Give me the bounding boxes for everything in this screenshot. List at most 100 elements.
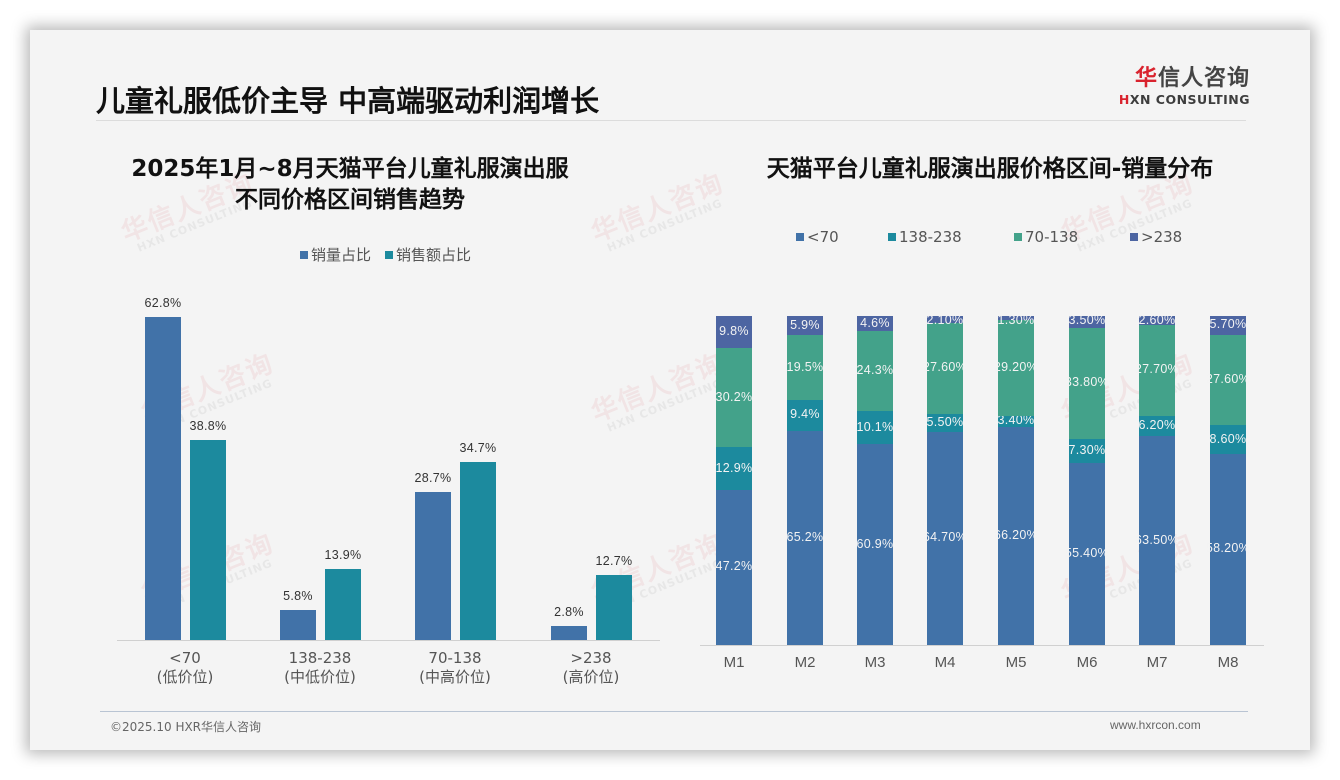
bar-value-label: 62.8%	[144, 296, 182, 310]
segment-value-label: 55.40%	[1064, 545, 1110, 560]
logo-cn-text: 信人咨询	[1157, 66, 1250, 91]
segment-value-label: 3.50%	[1068, 313, 1106, 328]
month-label: M8	[1217, 654, 1239, 671]
stack-segment: 5.9%	[787, 316, 823, 336]
segment-value-label: 7.30%	[1068, 442, 1106, 457]
stacked-bar: 47.2% 12.9% 30.2% 9.8%	[716, 316, 752, 645]
segment-value-label: 63.50%	[1134, 532, 1180, 547]
legend-label: <70	[807, 228, 839, 246]
stack-segment: 24.3%	[857, 331, 893, 412]
watermark-text: HXN CONSULTING	[605, 196, 725, 255]
stacked-bar: 64.70% 5.50% 27.60% 2.10%	[923, 313, 967, 645]
stack-segment: 10.1%	[857, 411, 893, 445]
segment-value-label: 6.20%	[1138, 417, 1176, 432]
legend-item-70-138: 70-138	[1014, 228, 1130, 246]
category-label-line: 70-138	[428, 649, 482, 667]
stack-segment: 4.6%	[857, 316, 893, 332]
month-label: M4	[934, 654, 956, 671]
stack-segment: 7.30%	[1069, 438, 1105, 463]
stack-segment: 27.60%	[1206, 334, 1250, 426]
page-title: 儿童礼服低价主导 中高端驱动利润增长	[96, 84, 600, 118]
stacked-bar: 55.40% 7.30% 33.80% 3.50%	[1065, 313, 1109, 645]
left-chart-title-line1: 2025年1月~8月天猫平台儿童礼服演出服	[131, 156, 569, 182]
month-label: M5	[1005, 654, 1027, 671]
stack-segment: 2.10%	[927, 313, 964, 327]
stack-segment: 2.60%	[1139, 313, 1176, 327]
segment-value-label: 64.70%	[922, 530, 968, 545]
stack-segment: 12.9%	[716, 447, 752, 490]
legend-label: 销量占比	[311, 246, 372, 264]
segment-value-label: 30.2%	[715, 389, 753, 404]
stack-segment: 19.5%	[787, 335, 823, 400]
segment-value-label: 3.40%	[997, 413, 1035, 428]
bar-sales-amount	[596, 574, 632, 640]
month-label: M3	[864, 654, 886, 671]
bar-sales-volume	[280, 610, 316, 640]
segment-value-label: 1.30%	[997, 313, 1035, 328]
segment-value-label: 5.70%	[1209, 317, 1247, 332]
logo-chinese: 华信人咨询	[1110, 66, 1250, 92]
company-logo: 华信人咨询 HXN CONSULTING	[1110, 66, 1250, 108]
stack-segment: 9.8%	[716, 316, 752, 349]
category-label-line: (低价位)	[156, 668, 214, 686]
bar-value-label: 34.7%	[459, 440, 497, 455]
segment-value-label: 33.80%	[1064, 375, 1110, 390]
bar-value-label: 13.9%	[324, 547, 362, 562]
legend-item-sales-amount: 销售额占比	[385, 244, 471, 265]
right-chart-title: 天猫平台儿童礼服演出服价格区间-销量分布	[766, 156, 1214, 182]
legend-swatch-icon	[888, 233, 896, 241]
logo-en-accent: H	[1118, 92, 1130, 107]
stack-segment: 3.40%	[998, 413, 1034, 428]
segment-value-label: 66.20%	[993, 528, 1039, 543]
stack-segment: 5.70%	[1210, 316, 1246, 335]
legend-label: 138-238	[899, 228, 962, 246]
left-chart-legend: 销量占比 销售额占比	[300, 244, 471, 265]
legend-swatch-icon	[1014, 233, 1022, 241]
stack-segment: 27.70%	[1135, 324, 1179, 416]
legend-swatch-icon	[1130, 233, 1138, 241]
month-label: M7	[1146, 654, 1168, 671]
segment-value-label: 19.5%	[786, 359, 824, 374]
title-divider	[96, 120, 1246, 121]
segment-value-label: 27.60%	[922, 360, 968, 375]
segment-value-label: 9.4%	[790, 407, 820, 422]
left-chart-x-axis	[117, 640, 660, 641]
stack-segment: 3.50%	[1069, 313, 1105, 328]
segment-value-label: 4.6%	[860, 315, 890, 330]
right-chart-x-axis	[700, 645, 1264, 646]
legend-item-sales-volume: 销量占比	[300, 244, 371, 265]
stack-segment: 63.50%	[1135, 436, 1179, 645]
stack-segment: 5.50%	[927, 413, 963, 432]
stack-segment: 64.70%	[923, 431, 967, 645]
stacked-bar: 60.9% 10.1% 24.3% 4.6%	[857, 316, 893, 645]
category-label-line: (中高价位)	[419, 668, 491, 686]
segment-value-label: 8.60%	[1209, 431, 1247, 446]
watermark-text: 华信人咨询	[587, 348, 729, 429]
stack-segment: 1.30%	[998, 313, 1035, 327]
segment-value-label: 58.20%	[1205, 541, 1251, 556]
segment-value-label: 27.70%	[1134, 362, 1180, 377]
bar-sales-amount	[190, 440, 226, 640]
bar-sales-volume	[551, 625, 587, 640]
legend-label: 销售额占比	[396, 246, 472, 264]
stacked-bar: 63.50% 6.20% 27.70% 2.60%	[1135, 313, 1179, 645]
stacked-bar: 66.20% 3.40% 29.20% 1.30%	[994, 313, 1038, 645]
bar-value-label: 2.8%	[554, 604, 584, 619]
category-label: >238 (高价位)	[531, 649, 651, 687]
watermark-text: HXN CONSULTING	[1075, 196, 1195, 255]
stack-segment: 33.80%	[1065, 327, 1109, 439]
stack-segment: 58.20%	[1206, 453, 1250, 645]
legend-label: 70-138	[1025, 228, 1079, 246]
left-chart-title-line2: 不同价格区间销售趋势	[235, 187, 465, 213]
bar-value-label: 28.7%	[414, 471, 452, 486]
legend-item-gt238: >238	[1130, 228, 1182, 246]
stack-segment: 60.9%	[857, 444, 893, 645]
month-label: M1	[723, 654, 745, 671]
category-label-line: <70	[169, 649, 201, 667]
bar-value-label: 12.7%	[595, 553, 633, 568]
segment-value-label: 29.20%	[993, 360, 1039, 375]
category-label: 138-238 (中低价位)	[260, 649, 380, 687]
segment-value-label: 65.2%	[786, 529, 824, 544]
bar-sales-volume	[145, 317, 181, 640]
category-label: <70 (低价位)	[125, 649, 245, 687]
